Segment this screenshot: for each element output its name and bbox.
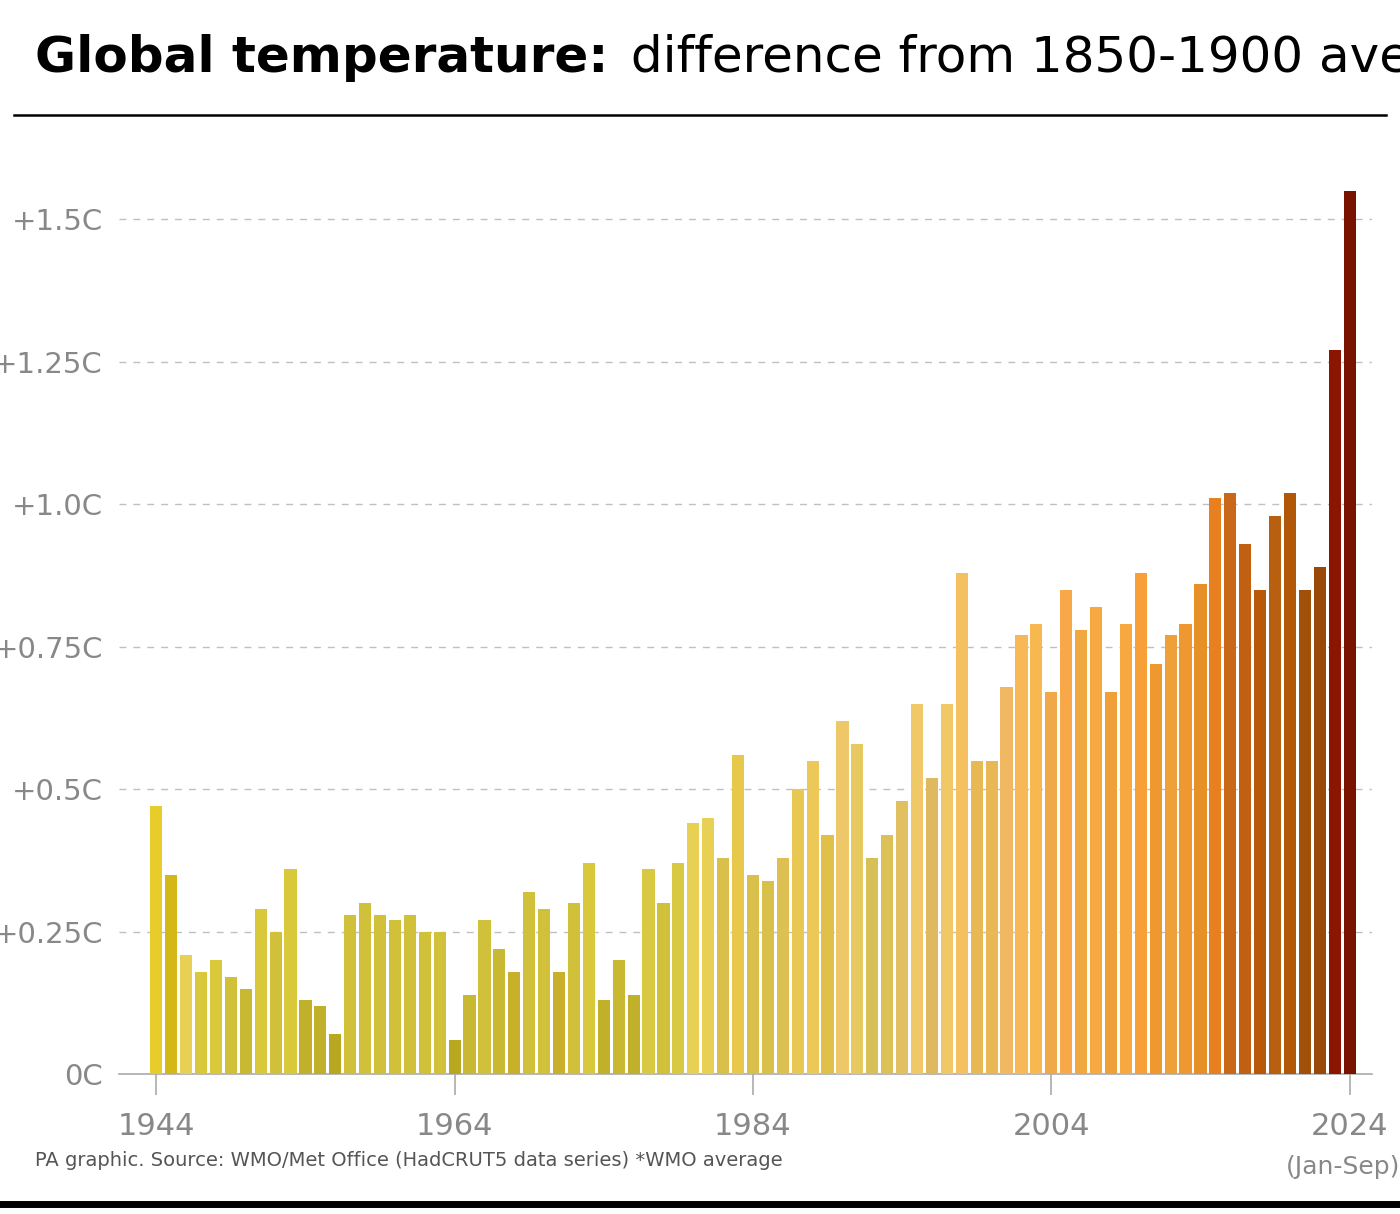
Bar (434, 932, 445, 1074)
Bar (925, 778, 938, 1074)
Bar (1120, 624, 1133, 1074)
Bar (389, 920, 400, 1074)
Bar (493, 949, 505, 1074)
Bar (1030, 624, 1043, 1074)
Bar (553, 971, 566, 1074)
Bar (314, 1006, 326, 1074)
Bar (1329, 350, 1341, 1074)
Bar (165, 875, 178, 1074)
Bar (672, 863, 685, 1074)
Bar (195, 971, 207, 1074)
Bar (448, 1040, 461, 1074)
Bar (1149, 664, 1162, 1074)
Bar (508, 971, 521, 1074)
Bar (777, 858, 790, 1074)
Bar (538, 909, 550, 1074)
Bar (791, 789, 804, 1074)
Bar (210, 960, 223, 1074)
Text: Global temperature:: Global temperature: (35, 34, 609, 83)
Bar (1284, 493, 1296, 1074)
Bar (956, 573, 967, 1074)
Bar (1134, 573, 1147, 1074)
Bar (746, 875, 759, 1074)
Text: PA graphic. Source: WMO/Met Office (HadCRUT5 data series) *WMO average: PA graphic. Source: WMO/Met Office (HadC… (35, 1151, 783, 1170)
Bar (524, 892, 535, 1074)
Bar (150, 806, 162, 1074)
Bar (806, 761, 819, 1074)
Bar (986, 761, 998, 1074)
Bar (762, 880, 774, 1074)
Bar (1179, 624, 1191, 1074)
Bar (836, 721, 848, 1074)
Bar (270, 932, 281, 1074)
Bar (1194, 584, 1207, 1074)
Bar (627, 994, 640, 1074)
Bar (613, 960, 624, 1074)
Bar (867, 858, 878, 1074)
Bar (717, 858, 729, 1074)
Bar (701, 818, 714, 1074)
Bar (851, 744, 864, 1074)
Bar (822, 835, 833, 1074)
Bar (1046, 692, 1057, 1074)
Bar (881, 835, 893, 1074)
Bar (598, 1000, 610, 1074)
Bar (284, 869, 297, 1074)
Bar (239, 989, 252, 1074)
Bar (1105, 692, 1117, 1074)
Text: (Jan-Sep)*: (Jan-Sep)* (1287, 1155, 1400, 1179)
Bar (419, 932, 431, 1074)
Bar (374, 914, 386, 1074)
Bar (1060, 590, 1072, 1074)
Bar (896, 801, 909, 1074)
Bar (1165, 635, 1177, 1074)
Bar (344, 914, 357, 1074)
Bar (582, 863, 595, 1074)
Bar (1210, 499, 1221, 1074)
Bar (403, 914, 416, 1074)
Bar (463, 994, 476, 1074)
Bar (1313, 567, 1326, 1074)
Bar (329, 1034, 342, 1074)
Bar (911, 704, 923, 1074)
Bar (255, 909, 267, 1074)
Bar (1075, 630, 1088, 1074)
Bar (181, 954, 192, 1074)
Bar (479, 920, 490, 1074)
Bar (1239, 544, 1252, 1074)
Bar (1224, 493, 1236, 1074)
Bar (732, 755, 745, 1074)
Bar (1015, 635, 1028, 1074)
Bar (970, 761, 983, 1074)
Bar (1344, 191, 1355, 1074)
Bar (1268, 516, 1281, 1074)
Bar (687, 823, 700, 1074)
Bar (358, 903, 371, 1074)
Bar (1299, 590, 1310, 1074)
Bar (1001, 687, 1012, 1074)
Text: difference from 1850-1900 average: difference from 1850-1900 average (616, 34, 1400, 83)
Bar (300, 1000, 312, 1074)
Bar (225, 977, 237, 1074)
Bar (658, 903, 669, 1074)
Bar (643, 869, 655, 1074)
Bar (1091, 607, 1102, 1074)
Bar (941, 704, 953, 1074)
Bar (1254, 590, 1266, 1074)
Bar (568, 903, 580, 1074)
